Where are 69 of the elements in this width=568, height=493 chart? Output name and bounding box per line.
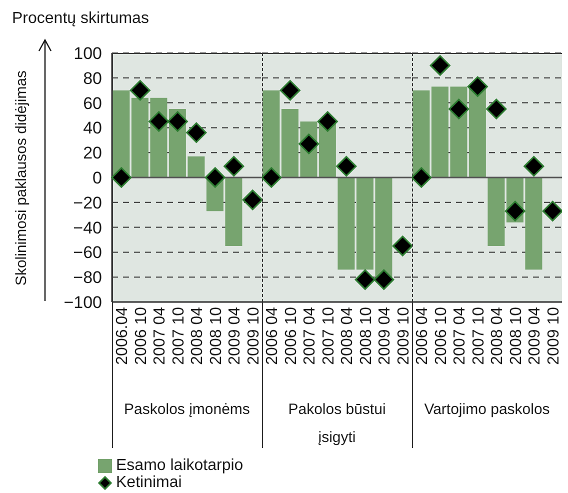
x-tick-label: 2007 04 xyxy=(302,306,319,365)
point xyxy=(448,98,470,120)
point xyxy=(186,122,207,143)
y-tick-label: 100 xyxy=(74,44,102,64)
y-tick-label: 20 xyxy=(83,144,102,163)
point xyxy=(204,167,226,188)
x-tick-label: 2006 10 xyxy=(432,306,450,365)
x-tick-label: 2008 04 xyxy=(489,306,506,365)
x-tick-label: 2008 10 xyxy=(358,306,375,365)
point xyxy=(336,156,357,177)
point xyxy=(412,167,432,188)
x-tick-label: 2007 10 xyxy=(320,306,338,365)
y-tick-label: −40 xyxy=(73,218,102,238)
point xyxy=(392,236,412,256)
x-tick-label: 2009 10 xyxy=(245,306,262,365)
y-tick-label: 40 xyxy=(83,118,102,138)
x-tick-label: 2009 04 xyxy=(526,306,544,365)
y-tick-label: −20 xyxy=(73,193,102,212)
point xyxy=(317,111,338,132)
x-tick-label: 2006 10 xyxy=(132,306,150,365)
x-tick-label: 2006 04 xyxy=(264,306,282,365)
point xyxy=(111,167,132,188)
x-tick-label: 2009 10 xyxy=(545,306,562,365)
point xyxy=(354,269,376,290)
x-tick-label: 2009 10 xyxy=(395,306,412,365)
x-tick-label: 2008 10 xyxy=(208,306,225,365)
point xyxy=(374,269,394,290)
y-tick-label: −60 xyxy=(73,243,102,262)
x-tick-label: 2008 04 xyxy=(339,306,356,365)
x-tick-label: 2009 04 xyxy=(226,306,244,365)
x-axis-title: Vartojimo paskolos xyxy=(423,400,551,420)
x-tick-label: 2007 10 xyxy=(170,306,188,365)
x-tick-label: 2007 04 xyxy=(452,306,469,365)
x-tick-label: 2006 10 xyxy=(282,306,300,365)
point xyxy=(242,190,262,210)
legend-label: Esamo laikotarpio xyxy=(116,456,244,474)
bar xyxy=(112,90,130,178)
point xyxy=(486,98,507,120)
bar xyxy=(338,178,355,270)
y-tick-label: 80 xyxy=(83,68,102,88)
point xyxy=(542,200,562,222)
point xyxy=(524,156,544,177)
chart-title: Procentų skirtumas xyxy=(12,10,149,28)
point xyxy=(148,111,170,132)
x-tick-label: 2006.04 xyxy=(114,306,132,365)
x-axis-title: Pakolos būstui įsigyti xyxy=(287,400,387,448)
x-axis-title: Paskolos įmonėms xyxy=(123,400,251,420)
y-tick-label: 60 xyxy=(83,94,102,113)
x-tick-label: 2008 10 xyxy=(508,306,525,365)
x-tick-label: 2008 04 xyxy=(189,306,206,365)
point xyxy=(262,167,282,188)
point xyxy=(224,156,244,177)
legend-label: Ketinimai xyxy=(116,474,182,492)
point xyxy=(430,55,450,76)
y-tick-label: −80 xyxy=(73,268,102,288)
x-tick-label: 2009 04 xyxy=(376,306,394,365)
point xyxy=(167,111,188,132)
y-tick-label: −100 xyxy=(64,293,102,312)
x-tick-label: 2007 04 xyxy=(152,306,169,365)
bar xyxy=(262,90,280,178)
y-axis-title: Skolinimosi paklausos didėjimas xyxy=(12,69,31,288)
point xyxy=(298,134,320,154)
point xyxy=(130,80,150,101)
x-tick-label: 2007 10 xyxy=(470,306,488,365)
point xyxy=(280,80,300,101)
point xyxy=(504,200,526,222)
point xyxy=(467,76,488,97)
x-tick-label: 2006 04 xyxy=(414,306,432,365)
y-tick-label: 0 xyxy=(92,168,102,188)
